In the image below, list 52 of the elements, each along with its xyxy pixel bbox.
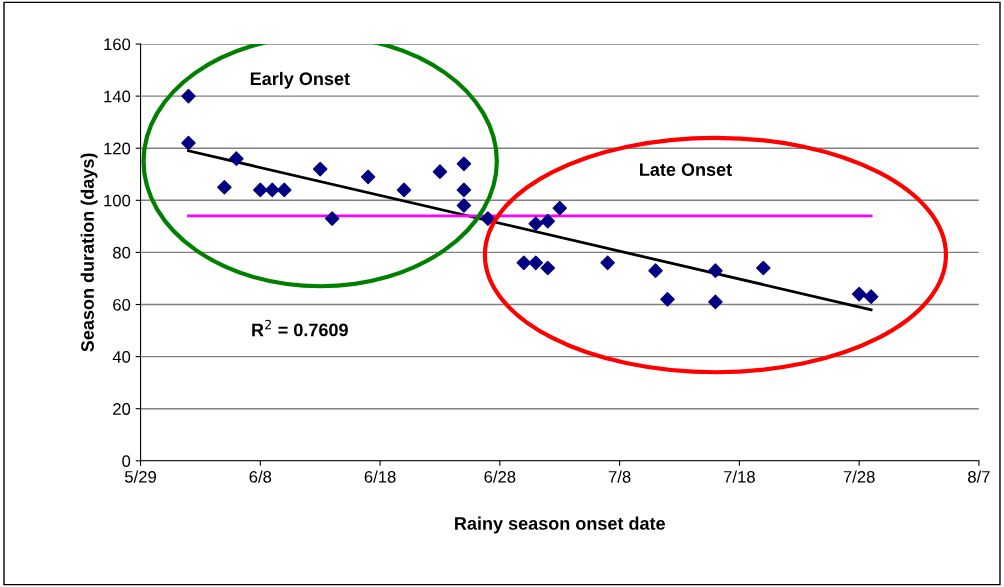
annotation: Early Onset [250, 71, 350, 89]
x-tick-label: 5/29 [125, 470, 156, 483]
point [480, 211, 496, 226]
point [600, 255, 615, 271]
point [708, 263, 723, 278]
point [456, 156, 472, 172]
point [265, 182, 280, 198]
x-tick-label: 7/18 [724, 470, 755, 483]
y-tick-label: 100 [104, 194, 131, 207]
point [253, 182, 268, 198]
y-axis-title: Season duration (days) [80, 153, 98, 352]
point [660, 292, 675, 307]
annotation: R$^{2}$ = 0.7609 [252, 319, 348, 337]
point [863, 289, 879, 304]
point [181, 88, 196, 104]
y-tick-label: 40 [112, 351, 131, 363]
point [456, 182, 472, 198]
x-tick-label: 7/28 [843, 470, 875, 483]
point [432, 164, 448, 179]
point [217, 180, 232, 195]
point [229, 151, 244, 166]
point [552, 200, 568, 216]
y-tick-label: 120 [104, 142, 131, 155]
point [276, 182, 292, 198]
point [516, 255, 532, 271]
x-axis-title: Rainy season onset date [455, 516, 665, 534]
x-tick-label: 6/18 [364, 470, 396, 483]
y-tick-label: 0 [122, 455, 131, 467]
point [528, 216, 544, 232]
point [708, 294, 723, 310]
point [851, 286, 867, 302]
y-tick-label: 140 [104, 90, 131, 103]
point [756, 260, 771, 276]
x-tick-label: 6/8 [249, 470, 272, 483]
x-tick-label: 8/7 [968, 470, 990, 483]
annotation: Late Onset [640, 163, 732, 176]
y-tick-label: 20 [113, 403, 131, 415]
x-tick-label: 6/28 [484, 470, 516, 483]
point [360, 169, 376, 185]
point [648, 263, 663, 278]
point [528, 255, 544, 271]
y-tick-label: 60 [113, 298, 131, 311]
y-tick-label: 80 [113, 246, 131, 259]
point [324, 211, 340, 226]
point [312, 161, 328, 177]
y-tick-label: 160 [104, 38, 131, 51]
point [540, 213, 556, 229]
x-tick-label: 7/8 [608, 470, 631, 483]
point [456, 198, 472, 213]
point [540, 260, 556, 276]
point [396, 182, 412, 198]
point [181, 135, 196, 151]
